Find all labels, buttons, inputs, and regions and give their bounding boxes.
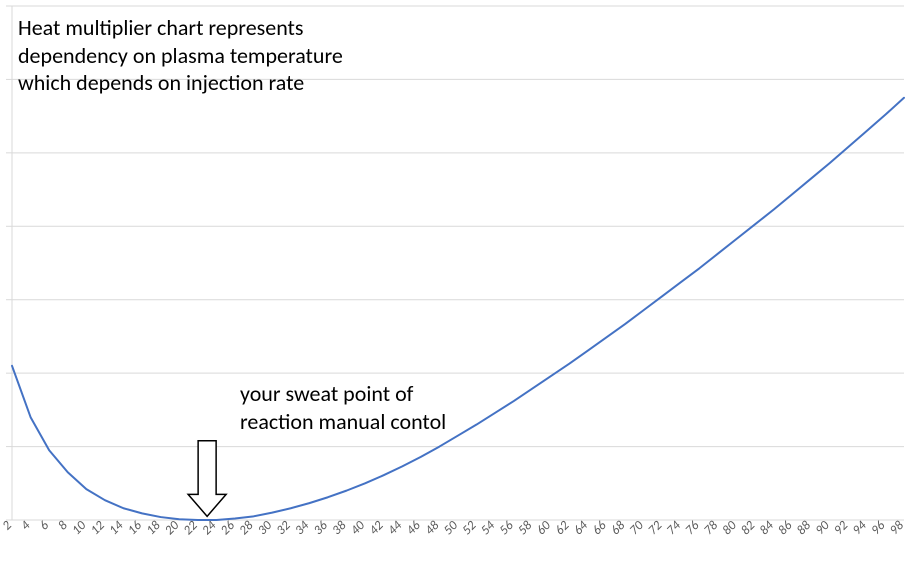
annotation-label: your sweat point of reaction manual cont… bbox=[240, 380, 446, 435]
chart-title: Heat multiplier chart represents depende… bbox=[18, 14, 343, 97]
chart-container: 2468101214161820222426283032343638404244… bbox=[0, 0, 912, 566]
